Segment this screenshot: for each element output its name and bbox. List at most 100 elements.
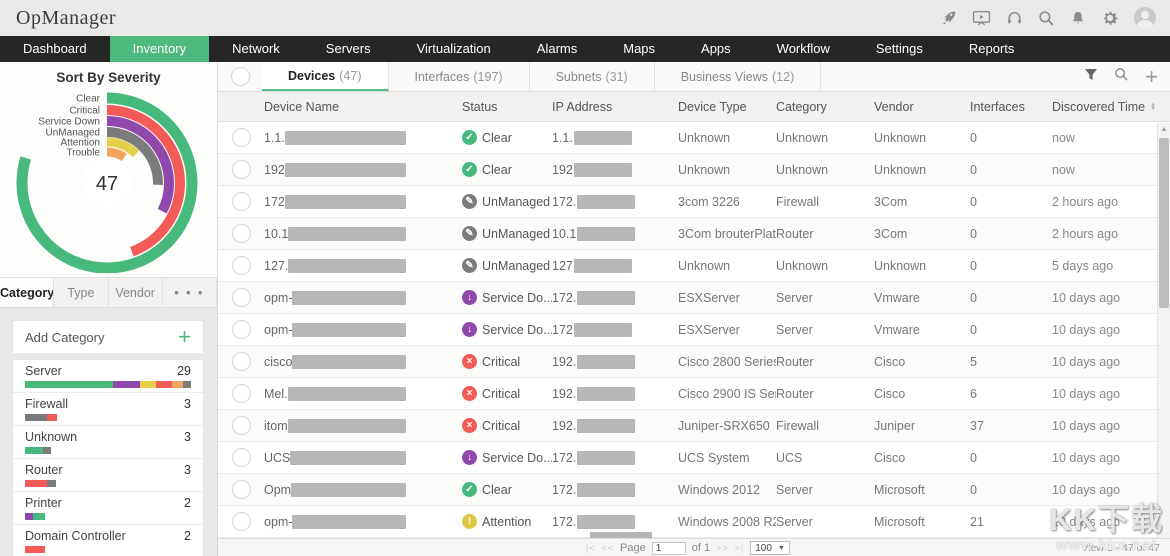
sort-icon[interactable]: ▲ ▼ — [1150, 101, 1157, 112]
device-table-row[interactable]: itom × Critical 192. Juniper-SRX650 Fire… — [218, 410, 1170, 442]
vendor-value: Cisco — [874, 450, 906, 465]
nav-item[interactable]: Alarms — [514, 36, 600, 62]
col-status[interactable]: Status — [462, 99, 498, 114]
row-checkbox[interactable] — [231, 288, 251, 307]
device-table-row[interactable]: 127. ✎ UnManaged 127 Unknown Unknown Unk… — [218, 250, 1170, 282]
category-list-item[interactable]: Domain Controller 2 — [13, 525, 203, 556]
col-discovered-time[interactable]: Discovered Time ▲ ▼ — [1052, 99, 1157, 114]
device-table-row[interactable]: UCS ↓ Service Do... 172. UCS System UCS … — [218, 442, 1170, 474]
device-table-row[interactable]: 1.1. ✓ Clear 1.1. Unknown Unknown Unknow… — [218, 122, 1170, 154]
headset-icon[interactable] — [1006, 9, 1023, 27]
nav-item[interactable]: Network — [209, 36, 303, 62]
table-search-icon[interactable] — [1114, 67, 1129, 87]
device-table-row[interactable]: opm- ↓ Service Do... 172. ESXServer Serv… — [218, 282, 1170, 314]
severity-ring-trouble[interactable] — [71, 147, 143, 219]
category-value: Unknown — [776, 130, 829, 145]
prev-page-icon[interactable]: << — [601, 543, 615, 553]
row-checkbox[interactable] — [231, 384, 251, 403]
nav-item[interactable]: Servers — [303, 36, 394, 62]
vertical-scrollbar[interactable]: ▲ — [1157, 123, 1170, 538]
sidebar-tab[interactable]: • • • — [163, 278, 217, 307]
main-tab[interactable]: Devices (47) — [262, 62, 389, 91]
filter-icon[interactable] — [1084, 68, 1098, 87]
bell-icon[interactable] — [1070, 10, 1086, 27]
row-checkbox[interactable] — [231, 192, 251, 211]
row-checkbox[interactable] — [231, 416, 251, 435]
gear-icon[interactable] — [1101, 9, 1119, 27]
category-list-item[interactable]: Unknown 3 — [13, 426, 203, 459]
sidebar-tab[interactable]: Type — [54, 278, 109, 307]
device-table-row[interactable]: 192 ✓ Clear 192 Unknown Unknown Unknown … — [218, 154, 1170, 186]
nav-item[interactable]: Dashboard — [0, 36, 110, 62]
sidebar-tab[interactable]: Vendor — [109, 278, 163, 307]
device-table-row[interactable]: 172 ✎ UnManaged 172. 3com 3226 Firewall … — [218, 186, 1170, 218]
horizontal-scrollbar-thumb[interactable] — [590, 532, 652, 538]
row-checkbox[interactable] — [231, 352, 251, 371]
col-device-type[interactable]: Device Type — [678, 99, 747, 114]
nav-item[interactable]: Inventory — [109, 36, 210, 62]
sidebar-tab[interactable]: Category — [0, 278, 55, 307]
row-checkbox[interactable] — [231, 512, 251, 531]
nav-item[interactable]: Virtualization — [394, 36, 514, 62]
device-table-row[interactable]: opm- ↓ Service Do... 172 ESXServer Serve… — [218, 314, 1170, 346]
severity-ring-critical[interactable] — [29, 105, 185, 261]
severity-ring-service-down[interactable] — [40, 116, 174, 250]
status-label: Clear — [482, 130, 512, 145]
col-category[interactable]: Category — [776, 99, 827, 114]
page-number-input[interactable] — [651, 541, 686, 555]
user-avatar[interactable] — [1134, 7, 1156, 29]
rocket-icon[interactable] — [939, 9, 957, 27]
vertical-scrollbar-thumb[interactable] — [1159, 138, 1169, 308]
ip-redacted — [577, 386, 636, 401]
page-size-select[interactable]: 100 ▼ — [750, 541, 790, 555]
row-checkbox[interactable] — [231, 256, 251, 275]
category-list-item[interactable]: Printer 2 — [13, 492, 203, 525]
row-checkbox[interactable] — [231, 224, 251, 243]
severity-ring-clear[interactable] — [16, 92, 198, 273]
col-ip-address[interactable]: IP Address — [552, 99, 613, 114]
nav-item[interactable]: Maps — [600, 36, 678, 62]
row-checkbox[interactable] — [231, 480, 251, 499]
main-tab[interactable]: Interfaces (197) — [389, 62, 530, 91]
row-checkbox[interactable] — [231, 160, 251, 179]
select-all-checkbox[interactable] — [230, 67, 250, 86]
device-table-row[interactable]: opm- ! Attention 172. Windows 2008 R2 Se… — [218, 506, 1170, 538]
next-page-icon[interactable]: >> — [716, 543, 729, 553]
last-page-icon[interactable]: >| — [734, 543, 745, 553]
col-vendor[interactable]: Vendor — [874, 99, 914, 114]
scroll-up-icon[interactable]: ▲ — [1160, 126, 1168, 133]
severity-ring-attention[interactable] — [61, 137, 153, 229]
nav-item[interactable]: Reports — [946, 36, 1038, 62]
sidebar: Sort By Severity Clear Critical Service Do… — [0, 62, 218, 556]
presentation-icon[interactable] — [972, 9, 991, 27]
col-device-name[interactable]: Device Name — [264, 99, 340, 114]
add-category-card[interactable]: Add Category + — [12, 320, 204, 354]
row-checkbox[interactable] — [231, 320, 251, 339]
vendor-value: 3Com — [874, 194, 908, 209]
device-table-row[interactable]: 10.1 ✎ UnManaged 10.1 3Com brouterPlat..… — [218, 218, 1170, 250]
device-table-row[interactable]: Opm ✓ Clear 172. Windows 2012 Server Mic… — [218, 474, 1170, 506]
add-category-plus-icon[interactable]: + — [178, 324, 191, 349]
nav-item[interactable]: Settings — [853, 36, 946, 62]
nav-item[interactable]: Workflow — [754, 36, 853, 62]
col-interfaces[interactable]: Interfaces — [970, 99, 1025, 114]
first-page-icon[interactable]: |< — [585, 543, 596, 553]
device-table-row[interactable]: Mel. × Critical 192. Cisco 2900 IS Serie… — [218, 378, 1170, 410]
category-list-item[interactable]: Router 3 — [13, 459, 203, 492]
add-device-icon[interactable]: + — [1145, 64, 1158, 89]
device-name-redacted — [284, 130, 406, 145]
nav-item[interactable]: Apps — [678, 36, 754, 62]
severity-ring-unmanaged[interactable] — [51, 127, 163, 239]
row-checkbox[interactable] — [231, 448, 251, 467]
category-list-item[interactable]: Server 29 — [13, 360, 203, 393]
search-icon[interactable] — [1038, 10, 1055, 27]
device-name-prefix: 192 — [264, 162, 285, 177]
main-tab[interactable]: Business Views (12) — [655, 62, 822, 91]
nav-item-label: Maps — [623, 41, 656, 56]
device-table-row[interactable]: cisco × Critical 192. Cisco 2800 Series … — [218, 346, 1170, 378]
discovered-time-value: 10 days ago — [1052, 290, 1121, 305]
main-tab[interactable]: Subnets (31) — [530, 62, 655, 91]
category-list-item[interactable]: Firewall 3 — [13, 393, 203, 426]
row-checkbox[interactable] — [231, 128, 251, 147]
